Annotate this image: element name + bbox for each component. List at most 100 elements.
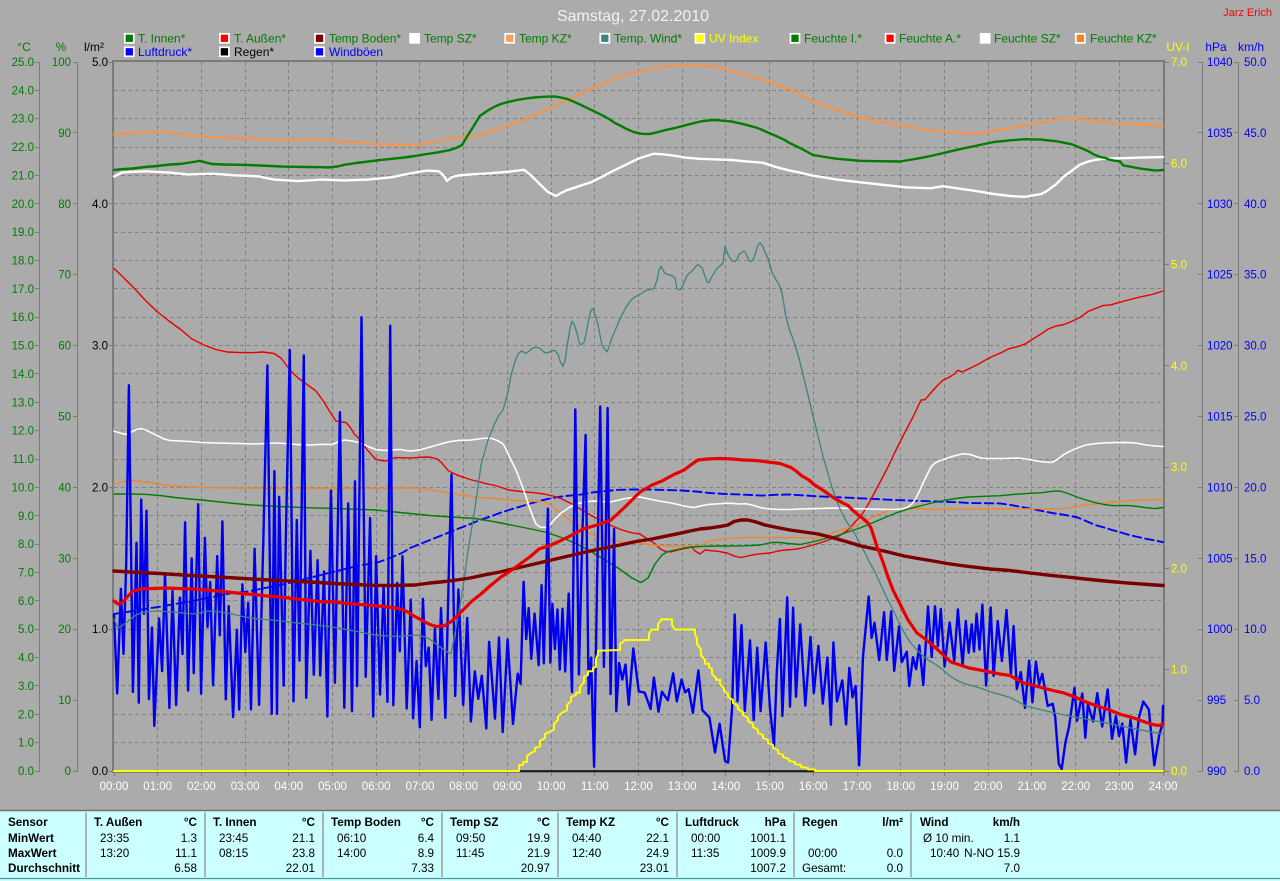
svg-text:5.0: 5.0 — [1244, 695, 1260, 707]
svg-text:8.0: 8.0 — [18, 539, 34, 551]
svg-text:11.1: 11.1 — [175, 847, 197, 860]
svg-text:4.0: 4.0 — [18, 653, 34, 665]
svg-text:hPa: hPa — [765, 816, 787, 829]
svg-text:6.58: 6.58 — [174, 862, 197, 875]
svg-text:19.0: 19.0 — [12, 227, 34, 239]
svg-text:23.01: 23.01 — [640, 862, 669, 875]
svg-text:24.9: 24.9 — [646, 847, 669, 860]
svg-text:0.0: 0.0 — [887, 862, 904, 875]
svg-text:12:40: 12:40 — [572, 847, 602, 860]
svg-text:5.0: 5.0 — [92, 57, 108, 69]
svg-text:1.1: 1.1 — [1004, 832, 1020, 845]
svg-text:90: 90 — [58, 128, 71, 140]
svg-text:Gesamt:: Gesamt: — [802, 862, 846, 875]
svg-text:0: 0 — [65, 766, 71, 778]
svg-text:04:40: 04:40 — [572, 832, 602, 845]
svg-text:15:00: 15:00 — [755, 781, 784, 793]
svg-text:995: 995 — [1207, 695, 1226, 707]
svg-text:23.8: 23.8 — [292, 847, 315, 860]
svg-text:13:00: 13:00 — [668, 781, 697, 793]
svg-text:4.0: 4.0 — [1171, 361, 1187, 373]
svg-text:24:00: 24:00 — [1149, 781, 1178, 793]
svg-text:T. Außen*: T. Außen* — [234, 32, 286, 46]
svg-text:10.0: 10.0 — [12, 482, 34, 494]
svg-text:7.0: 7.0 — [1004, 862, 1021, 875]
svg-text:08:15: 08:15 — [219, 847, 249, 860]
svg-text:13:20: 13:20 — [100, 847, 130, 860]
svg-text:0.0: 0.0 — [887, 847, 904, 860]
svg-text:Temp Boden: Temp Boden — [331, 816, 401, 829]
svg-text:13.0: 13.0 — [12, 397, 34, 409]
svg-text:08:00: 08:00 — [449, 781, 478, 793]
svg-text:20.0: 20.0 — [12, 199, 34, 211]
svg-text:km/h: km/h — [1238, 40, 1264, 54]
svg-text:MaxWert: MaxWert — [8, 847, 57, 860]
svg-text:Jarz Erich: Jarz Erich — [1223, 7, 1272, 19]
svg-text:1025: 1025 — [1207, 270, 1233, 282]
svg-text:1.0: 1.0 — [92, 624, 108, 636]
svg-text:22.0: 22.0 — [12, 142, 34, 154]
svg-text:23:35: 23:35 — [100, 832, 130, 845]
svg-text:Regen*: Regen* — [234, 45, 274, 59]
svg-text:T. Außen: T. Außen — [94, 816, 142, 829]
svg-text:1035: 1035 — [1207, 128, 1233, 140]
svg-text:07:00: 07:00 — [406, 781, 435, 793]
svg-text:80: 80 — [58, 199, 71, 211]
svg-text:35.0: 35.0 — [1244, 270, 1266, 282]
svg-text:21.0: 21.0 — [12, 170, 34, 182]
svg-text:°C: °C — [302, 816, 316, 829]
svg-text:0.0: 0.0 — [1244, 766, 1260, 778]
svg-text:10:00: 10:00 — [537, 781, 566, 793]
svg-text:50.0: 50.0 — [1244, 57, 1266, 69]
svg-text:6.0: 6.0 — [18, 596, 34, 608]
svg-text:100: 100 — [52, 57, 71, 69]
svg-text:04:00: 04:00 — [274, 781, 303, 793]
svg-text:4.0: 4.0 — [92, 199, 108, 211]
svg-text:22.1: 22.1 — [646, 832, 669, 845]
svg-text:23:00: 23:00 — [1105, 781, 1134, 793]
svg-text:Wind: Wind — [920, 816, 948, 829]
svg-text:03:00: 03:00 — [231, 781, 260, 793]
svg-text:20.97: 20.97 — [521, 862, 550, 875]
svg-text:Ø 10 min.: Ø 10 min. — [923, 832, 974, 845]
svg-text:14:00: 14:00 — [712, 781, 741, 793]
svg-text:20.0: 20.0 — [1244, 482, 1266, 494]
svg-text:40: 40 — [58, 482, 71, 494]
svg-text:00:00: 00:00 — [100, 781, 129, 793]
svg-text:Luftdruck: Luftdruck — [685, 816, 739, 829]
svg-text:21:00: 21:00 — [1018, 781, 1047, 793]
svg-text:990: 990 — [1207, 766, 1226, 778]
svg-text:Feuchte SZ*: Feuchte SZ* — [994, 32, 1061, 46]
svg-text:Sensor: Sensor — [8, 816, 48, 829]
svg-text:09:50: 09:50 — [456, 832, 486, 845]
svg-text:7.0: 7.0 — [1171, 57, 1187, 69]
svg-text:30: 30 — [58, 553, 71, 565]
svg-text:24.0: 24.0 — [12, 85, 34, 97]
svg-text:1.0: 1.0 — [1171, 665, 1187, 677]
svg-text:1005: 1005 — [1207, 553, 1233, 565]
svg-text:00:00: 00:00 — [808, 847, 838, 860]
svg-text:12:00: 12:00 — [624, 781, 653, 793]
svg-text:1.3: 1.3 — [181, 832, 197, 845]
svg-text:21.1: 21.1 — [292, 832, 315, 845]
svg-text:7.0: 7.0 — [18, 568, 34, 580]
svg-text:11:45: 11:45 — [456, 847, 485, 860]
svg-text:15.0: 15.0 — [1244, 553, 1266, 565]
svg-text:30.0: 30.0 — [1244, 341, 1266, 353]
svg-text:MinWert: MinWert — [8, 832, 54, 845]
svg-text:Luftdruck*: Luftdruck* — [138, 45, 192, 59]
svg-text:°C: °C — [17, 40, 31, 54]
svg-text:50: 50 — [58, 412, 71, 424]
svg-text:3.0: 3.0 — [92, 341, 108, 353]
svg-text:23:45: 23:45 — [219, 832, 249, 845]
svg-text:UV Index: UV Index — [709, 32, 758, 46]
svg-text:Regen: Regen — [802, 816, 838, 829]
svg-text:06:00: 06:00 — [362, 781, 391, 793]
svg-text:45.0: 45.0 — [1244, 128, 1266, 140]
svg-text:°C: °C — [537, 816, 551, 829]
svg-text:5.0: 5.0 — [18, 624, 34, 636]
svg-text:19:00: 19:00 — [930, 781, 959, 793]
svg-text:l/m²: l/m² — [84, 40, 104, 54]
svg-text:23.0: 23.0 — [12, 114, 34, 126]
svg-text:10:40: 10:40 — [930, 847, 960, 860]
